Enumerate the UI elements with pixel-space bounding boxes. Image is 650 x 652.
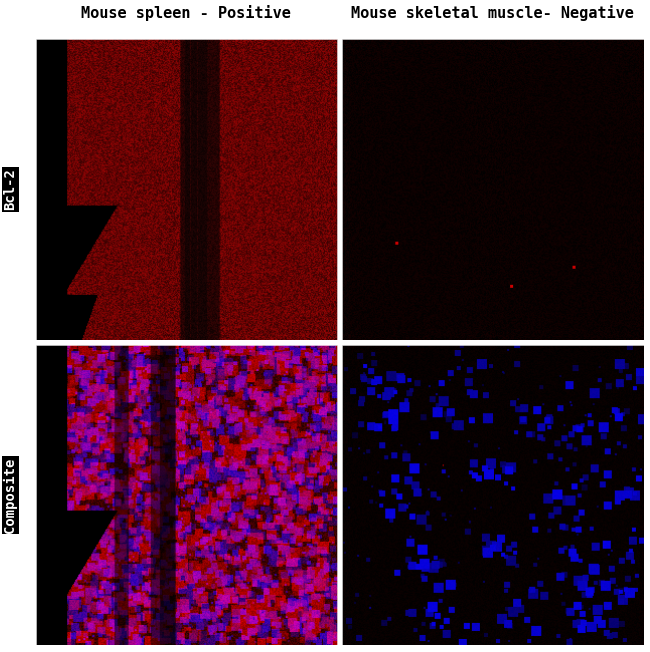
Text: Bcl-2: Bcl-2 bbox=[3, 168, 18, 211]
Text: Mouse spleen - Positive: Mouse spleen - Positive bbox=[81, 5, 291, 22]
Text: Mouse skeletal muscle- Negative: Mouse skeletal muscle- Negative bbox=[352, 5, 634, 22]
Text: Composite: Composite bbox=[3, 458, 18, 533]
